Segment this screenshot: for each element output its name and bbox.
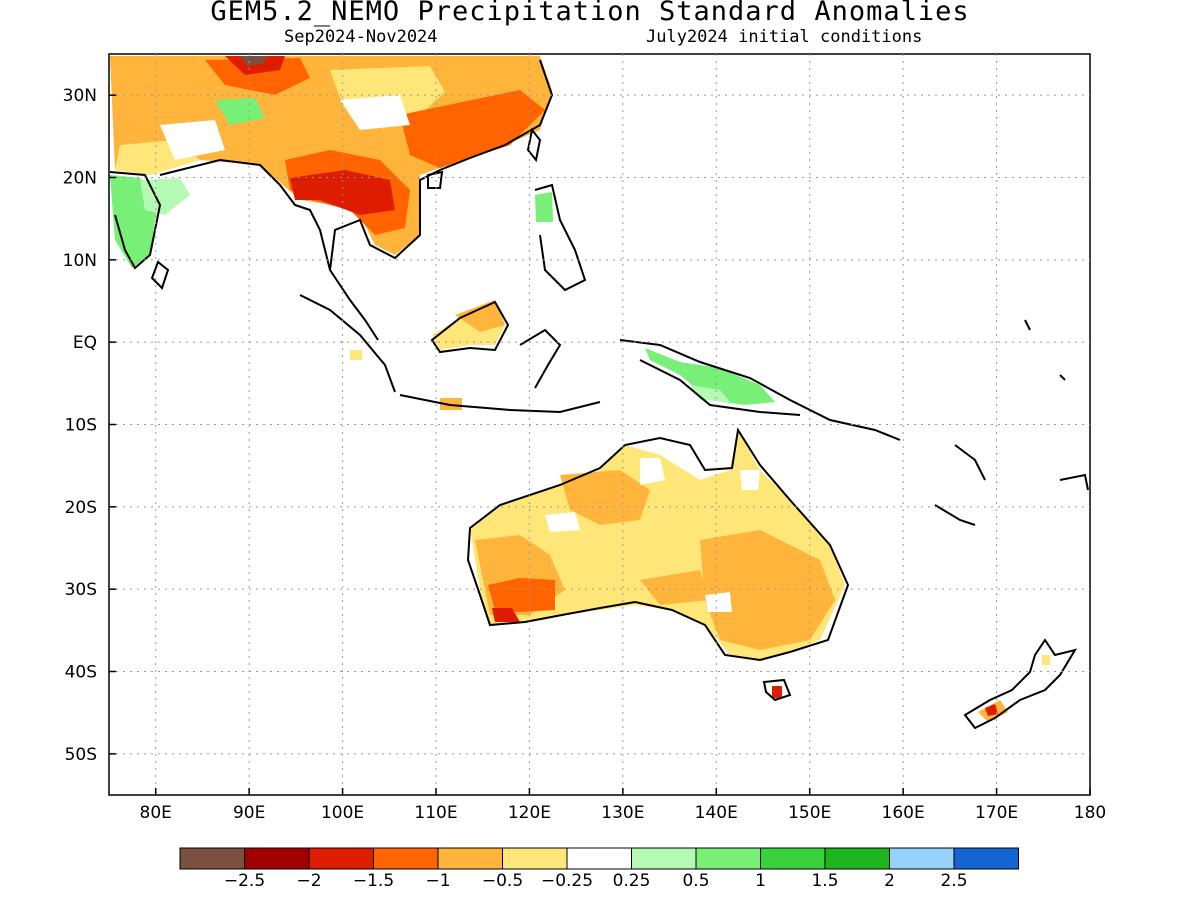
y-tick-label: 20S — [65, 498, 97, 518]
taiwan-coastline — [526, 127, 542, 163]
colorbar-label: −0.5 — [481, 871, 524, 891]
hainan-coastline — [427, 170, 444, 189]
period-subtitle: Sep2024-Nov2024 — [284, 27, 438, 47]
tibet-strong-dry — [205, 58, 310, 95]
colorbar-label: −2.5 — [223, 871, 266, 891]
tibet-plateau-white — [340, 95, 410, 130]
asia-coastline — [109, 59, 554, 341]
colorbar-swatch — [308, 847, 374, 870]
y-tick-label: 10N — [63, 251, 97, 271]
australia-white-1 — [640, 458, 665, 485]
australia-white-4 — [740, 470, 760, 490]
x-tick-label: 90E — [233, 803, 265, 823]
tibet-extreme — [240, 56, 268, 66]
coastlines — [109, 59, 1089, 730]
y-tick-label: 30S — [65, 580, 97, 600]
borneo-coastline — [430, 300, 510, 354]
colorbar-swatch — [566, 847, 632, 870]
australia-strong-dry-sw — [488, 578, 555, 612]
y-tick-label: 20N — [63, 169, 97, 189]
indochina-very-dry — [290, 170, 395, 215]
map-title: GEM5.2_NEMO Precipitation Standard Anoma… — [210, 0, 970, 27]
tasmania-coastline — [762, 678, 792, 702]
new-guinea-wet — [645, 348, 775, 405]
colorbar-swatch — [760, 847, 826, 870]
sumatra-coastline — [299, 294, 396, 393]
colorbar-swatch — [824, 847, 890, 870]
new-zealand-coastline — [963, 638, 1078, 730]
himalaya-wet — [215, 98, 265, 125]
colorbar-label: −2 — [296, 871, 322, 891]
y-tick-label: 10S — [65, 416, 97, 436]
colorbar-swatch — [179, 847, 245, 870]
longitude-ticks: 80E 90E 100E 110E 120E 130E 140E 150E 160E 170E 18… — [140, 788, 1106, 823]
initial-conditions-subtitle: July2024 initial conditions — [646, 27, 923, 47]
borneo-dry-core — [455, 300, 505, 332]
y-tick-label: 50S — [65, 745, 97, 765]
colorbar-label: 1.5 — [811, 871, 839, 891]
colorbar-label: −1 — [425, 871, 451, 891]
sulawesi-coastline — [519, 328, 562, 389]
x-tick-label: 160E — [882, 803, 925, 823]
india-wet-light — [140, 178, 190, 215]
colorbar-swatch — [631, 847, 697, 870]
china-strong-dry — [400, 90, 545, 168]
new-guinea-coastline — [619, 339, 901, 441]
new-zealand-very-dry — [985, 704, 998, 716]
colorbar-label: 0.25 — [612, 871, 651, 891]
australia-dry-east — [700, 530, 835, 650]
anomaly-shading — [110, 56, 1050, 722]
x-tick-label: 120E — [508, 803, 551, 823]
philippines-coastline — [534, 183, 587, 292]
x-tick-label: 170E — [975, 803, 1018, 823]
colorbar-swatch — [244, 847, 310, 870]
colorbar — [179, 847, 1019, 870]
pacific-islands — [934, 319, 1089, 526]
australia-white-2 — [545, 512, 580, 532]
tasmania-dry — [772, 686, 782, 698]
graticule — [109, 54, 1090, 795]
x-tick-label: 140E — [695, 803, 738, 823]
x-tick-label: 100E — [321, 803, 364, 823]
sumatra-dry — [350, 350, 362, 360]
colorbar-swatch — [437, 847, 503, 870]
colorbar-swatch — [502, 847, 568, 870]
australia-dry-central — [640, 570, 710, 605]
colorbar-label: −0.25 — [540, 871, 594, 891]
colorbar-swatch — [889, 847, 955, 870]
colorbar-label: 1 — [755, 871, 766, 891]
x-tick-label: 110E — [414, 803, 457, 823]
tibet-core — [225, 56, 285, 75]
colorbar-label: 2 — [884, 871, 895, 891]
colorbar-label: 2.5 — [940, 871, 968, 891]
x-tick-label: 80E — [140, 803, 172, 823]
colorbar-label: 0.5 — [682, 871, 710, 891]
australia-dry-north — [560, 470, 650, 525]
y-tick-label: 40S — [65, 663, 97, 683]
java-coastline — [399, 394, 601, 414]
colorbar-swatch — [953, 847, 1019, 870]
colorbar-label: −1.5 — [352, 871, 395, 891]
philippines-wet — [535, 192, 553, 222]
y-tick-label: 30N — [63, 86, 97, 106]
y-tick-label: EQ — [73, 333, 97, 353]
x-tick-label: 130E — [601, 803, 644, 823]
x-tick-label: 180 — [1074, 803, 1106, 823]
australia-very-dry-sw — [492, 608, 520, 622]
new-zealand-north-dry — [1042, 655, 1050, 665]
colorbar-swatch — [695, 847, 761, 870]
colorbar-swatch — [373, 847, 439, 870]
australia-coastline — [466, 427, 850, 662]
latitude-ticks: 30N 20N 10N EQ 10S 20S 30S 40S 50S — [63, 86, 116, 765]
x-tick-label: 150E — [788, 803, 831, 823]
java-dry — [440, 398, 462, 410]
india-interior-white — [160, 120, 225, 160]
australia-white-3 — [705, 592, 732, 612]
